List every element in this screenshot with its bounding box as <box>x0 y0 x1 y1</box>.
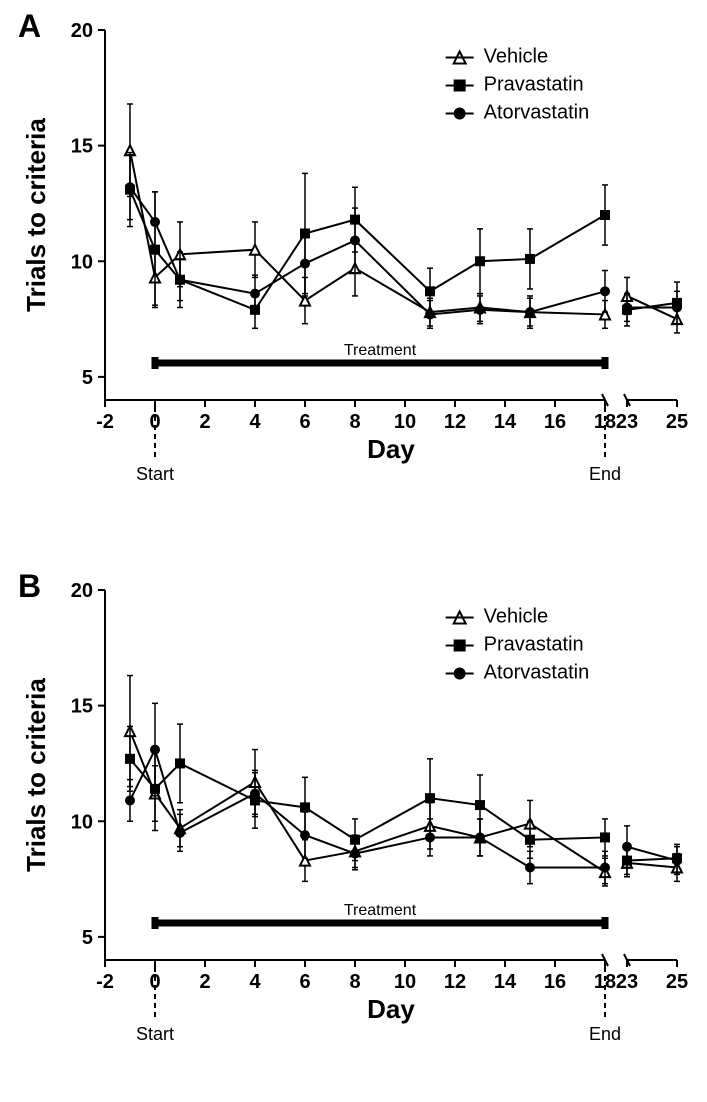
svg-text:-2: -2 <box>96 411 114 433</box>
series-pravastatin <box>130 190 605 310</box>
legend-item-pravastatin: Pravastatin <box>484 634 584 656</box>
series-atorvastatin <box>130 187 605 314</box>
treatment-label: Treatment <box>344 342 417 359</box>
svg-text:4: 4 <box>249 411 261 433</box>
legend-item-pravastatin: Pravastatin <box>484 74 584 96</box>
svg-text:10: 10 <box>394 971 416 993</box>
series-atorvastatin <box>130 750 605 868</box>
legend-item-vehicle: Vehicle <box>484 46 549 68</box>
treatment-label: Treatment <box>344 902 417 919</box>
svg-text:5: 5 <box>82 367 93 389</box>
legend-item-atorvastatin: Atorvastatin <box>484 662 590 684</box>
panel-label-A: A <box>18 8 41 45</box>
svg-text:6: 6 <box>299 411 310 433</box>
svg-text:8: 8 <box>349 411 360 433</box>
svg-text:12: 12 <box>444 411 466 433</box>
end-marker: End <box>589 464 621 484</box>
end-marker: End <box>589 1024 621 1044</box>
svg-text:20: 20 <box>71 580 93 602</box>
start-marker: Start <box>136 1024 174 1044</box>
x-axis-label: Day <box>367 434 415 464</box>
svg-text:8: 8 <box>349 971 360 993</box>
svg-text:16: 16 <box>544 411 566 433</box>
svg-text:15: 15 <box>71 696 93 718</box>
legend-item-vehicle: Vehicle <box>484 606 549 628</box>
svg-text:6: 6 <box>299 971 310 993</box>
svg-text:25: 25 <box>666 411 688 433</box>
start-marker: Start <box>136 464 174 484</box>
svg-text:14: 14 <box>494 971 517 993</box>
panel-A: A5101520Trials to criteria-2024681012141… <box>0 0 707 520</box>
svg-text:12: 12 <box>444 971 466 993</box>
panel-B: B5101520Trials to criteria-2024681012141… <box>0 560 707 1080</box>
svg-text:2: 2 <box>199 411 210 433</box>
x-axis-label: Day <box>367 994 415 1024</box>
panel-label-B: B <box>18 568 41 605</box>
svg-text:10: 10 <box>71 251 93 273</box>
svg-text:-2: -2 <box>96 971 114 993</box>
svg-text:16: 16 <box>544 971 566 993</box>
svg-text:10: 10 <box>71 811 93 833</box>
legend-item-atorvastatin: Atorvastatin <box>484 102 590 124</box>
svg-text:10: 10 <box>394 411 416 433</box>
svg-text:23: 23 <box>616 971 638 993</box>
svg-text:20: 20 <box>71 20 93 42</box>
svg-text:15: 15 <box>71 136 93 158</box>
svg-text:2: 2 <box>199 971 210 993</box>
svg-text:5: 5 <box>82 927 93 949</box>
svg-text:14: 14 <box>494 411 517 433</box>
y-axis-label: Trials to criteria <box>21 678 51 872</box>
svg-text:25: 25 <box>666 971 688 993</box>
y-axis-label: Trials to criteria <box>21 118 51 312</box>
svg-text:4: 4 <box>249 971 261 993</box>
svg-text:23: 23 <box>616 411 638 433</box>
